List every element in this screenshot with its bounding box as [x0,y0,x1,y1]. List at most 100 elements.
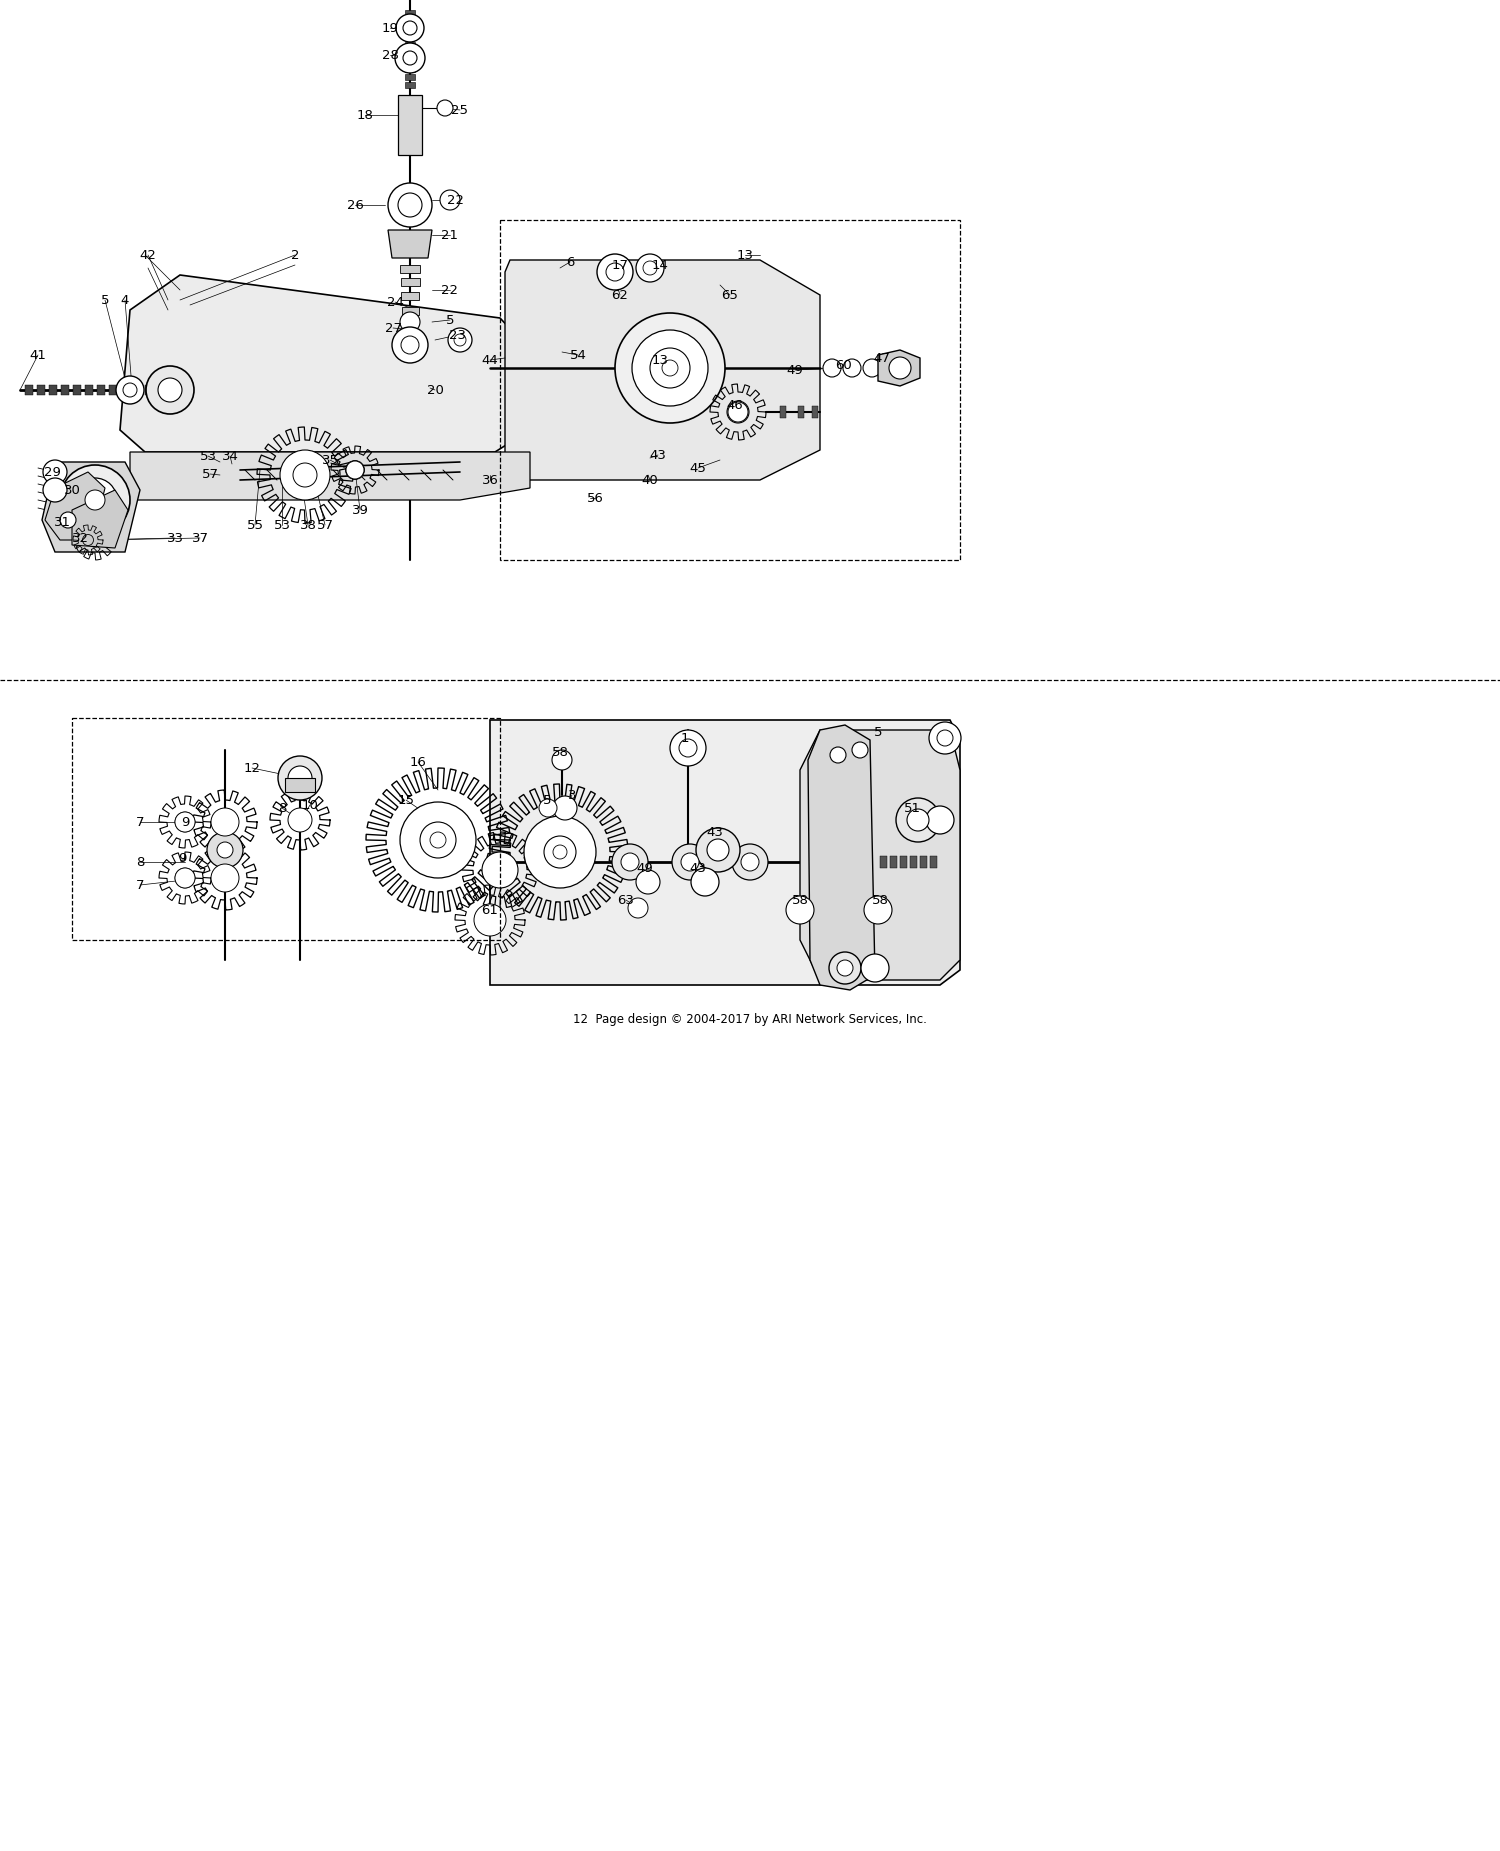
Circle shape [280,450,330,500]
Text: 5: 5 [100,294,109,307]
Circle shape [692,868,718,896]
Circle shape [732,844,768,879]
Bar [812,405,818,418]
Bar [920,855,927,868]
Text: 51: 51 [903,801,921,814]
Text: 58: 58 [792,894,808,907]
Text: 7: 7 [135,816,144,829]
Circle shape [628,898,648,918]
Circle shape [454,333,466,346]
Circle shape [538,800,556,816]
Text: 18: 18 [357,109,374,122]
Text: 61: 61 [482,903,498,916]
Text: 39: 39 [351,503,369,516]
Text: 42: 42 [140,248,156,261]
Bar [798,405,804,418]
Bar [110,385,117,394]
Circle shape [86,491,105,511]
Text: 8: 8 [278,801,286,814]
Polygon shape [878,350,920,387]
Text: 33: 33 [166,531,183,544]
Circle shape [482,851,518,888]
Text: 16: 16 [410,755,426,768]
Polygon shape [45,472,105,540]
Circle shape [696,827,740,872]
Circle shape [146,366,194,415]
Text: 43: 43 [706,826,723,839]
Polygon shape [506,259,821,479]
Text: 65: 65 [722,289,738,302]
Text: 53: 53 [200,450,216,463]
Bar [405,50,416,56]
Bar [26,385,33,394]
Circle shape [861,953,889,983]
Text: 36: 36 [482,474,498,487]
Circle shape [74,478,117,522]
Circle shape [636,254,664,281]
Polygon shape [800,729,960,979]
Text: 19: 19 [381,22,399,35]
Circle shape [211,864,238,892]
Bar [405,81,416,89]
Circle shape [474,903,506,937]
Circle shape [908,809,928,831]
Bar [146,385,153,394]
Text: 4: 4 [122,294,129,307]
Text: 58: 58 [552,746,568,759]
Circle shape [606,263,624,281]
Circle shape [680,739,698,757]
Circle shape [392,328,427,363]
Text: 12  Page design © 2004-2017 by ARI Network Services, Inc.: 12 Page design © 2004-2017 by ARI Networ… [573,1014,927,1027]
Circle shape [288,809,312,831]
Text: 45: 45 [690,461,706,474]
Circle shape [440,191,460,209]
Bar [405,57,416,65]
Text: 31: 31 [54,515,70,529]
Text: 13: 13 [736,248,753,261]
Text: 22: 22 [441,283,459,296]
Text: 23: 23 [450,328,466,341]
Bar [400,265,420,272]
Bar [285,777,315,792]
Text: 2: 2 [291,248,298,261]
Text: 47: 47 [873,352,891,365]
Bar [780,405,786,418]
Text: 30: 30 [63,483,81,496]
Text: 53: 53 [273,518,291,531]
Text: 43: 43 [690,861,706,874]
Circle shape [650,348,690,389]
Text: 57: 57 [201,468,219,481]
Bar [38,385,45,394]
Circle shape [44,478,68,502]
Circle shape [292,463,316,487]
Circle shape [176,813,195,831]
Text: 24: 24 [387,296,404,309]
Bar [134,385,141,394]
Circle shape [830,748,846,763]
Bar [398,94,422,155]
Circle shape [672,844,708,879]
Circle shape [116,376,144,404]
Circle shape [288,766,312,790]
Circle shape [786,896,814,924]
Circle shape [211,809,238,837]
Circle shape [837,961,854,975]
Circle shape [824,359,842,378]
Bar [405,67,416,72]
Polygon shape [490,720,960,985]
Circle shape [896,798,940,842]
Bar [405,43,416,48]
Circle shape [398,193,422,217]
Circle shape [938,729,952,746]
Circle shape [430,831,445,848]
Circle shape [741,853,759,872]
Circle shape [636,870,660,894]
Circle shape [544,837,576,868]
Circle shape [926,805,954,835]
Text: 10: 10 [302,798,318,811]
Circle shape [158,378,182,402]
Text: 54: 54 [570,348,586,361]
Text: 57: 57 [316,518,333,531]
Bar [74,385,81,394]
Bar [72,718,500,940]
